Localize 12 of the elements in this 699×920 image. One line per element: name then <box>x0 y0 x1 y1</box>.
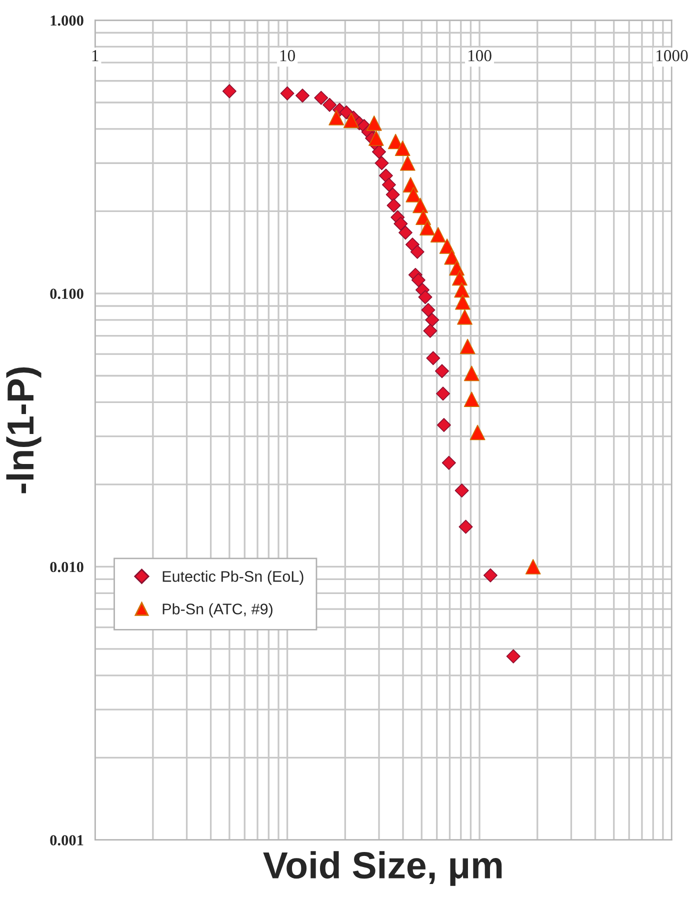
x-tick-label: 1 <box>92 50 98 62</box>
y-tick-label: 0.001 <box>50 835 84 846</box>
y-tick-label: 0.010 <box>50 562 84 572</box>
x-axis-title: Void Size, μm <box>263 851 502 886</box>
legend-label: Pb-Sn (ATC, #9) <box>162 603 272 618</box>
x-tick-label: 100 <box>468 50 492 62</box>
y-axis-title: -ln(1-P) <box>6 367 42 494</box>
x-tick-label: 10 <box>280 50 295 62</box>
y-tick-label: 1.000 <box>50 15 84 26</box>
legend-label: Eutectic Pb-Sn (EoL) <box>162 570 304 585</box>
x-tick-label: 1000 <box>656 50 688 62</box>
y-tick-label: 0.100 <box>50 288 84 299</box>
